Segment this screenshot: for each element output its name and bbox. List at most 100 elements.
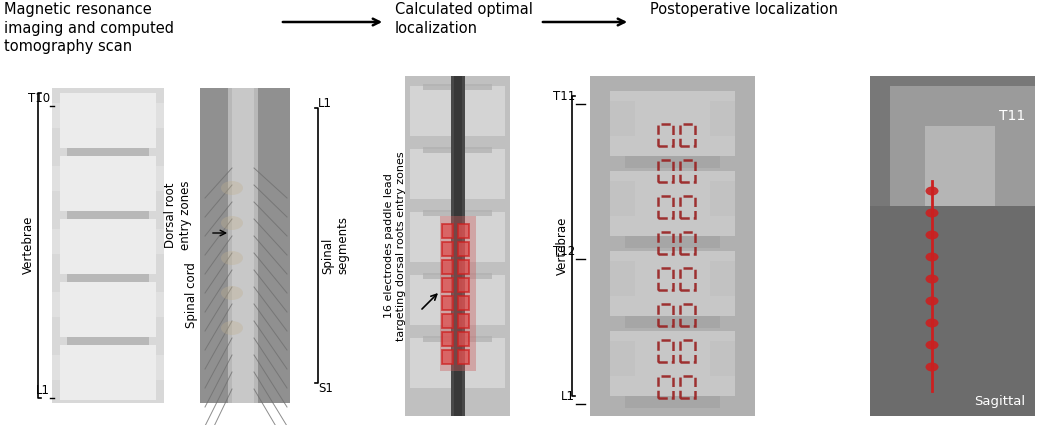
Bar — [410, 275, 505, 325]
Bar — [442, 242, 453, 256]
Bar — [156, 229, 164, 254]
Bar — [925, 126, 995, 206]
Bar — [625, 396, 720, 408]
Ellipse shape — [926, 297, 938, 306]
Ellipse shape — [221, 321, 243, 335]
Ellipse shape — [221, 251, 243, 265]
Text: T11: T11 — [998, 109, 1025, 123]
Bar — [610, 261, 635, 296]
Bar — [680, 340, 695, 362]
Bar — [60, 156, 156, 211]
Text: Calculated optimal
localization: Calculated optimal localization — [395, 2, 533, 36]
Bar — [710, 261, 735, 296]
Bar — [442, 314, 453, 328]
Bar — [60, 282, 156, 337]
Ellipse shape — [221, 216, 243, 230]
Bar — [658, 232, 673, 254]
Bar — [66, 337, 149, 347]
Text: S1: S1 — [318, 382, 332, 394]
Ellipse shape — [926, 318, 938, 328]
Bar — [156, 292, 164, 317]
Bar — [60, 219, 156, 274]
Bar — [458, 224, 469, 238]
Ellipse shape — [221, 286, 243, 300]
Bar — [410, 149, 505, 199]
Bar — [680, 376, 695, 398]
Bar — [610, 181, 635, 216]
Text: 16 electrodes paddle lead
targeting dorsal roots entry zones: 16 electrodes paddle lead targeting dors… — [384, 151, 406, 341]
Bar — [232, 88, 254, 403]
Bar — [66, 274, 149, 284]
Bar — [442, 350, 453, 364]
Bar — [680, 268, 695, 290]
Bar — [423, 336, 492, 342]
Bar — [52, 103, 60, 128]
Text: Vertebrae: Vertebrae — [556, 217, 569, 275]
Bar — [710, 101, 735, 136]
Bar — [156, 166, 164, 191]
Bar — [625, 316, 720, 328]
Ellipse shape — [926, 275, 938, 283]
Bar — [439, 216, 476, 371]
Bar — [442, 296, 453, 310]
Bar — [458, 332, 469, 346]
Text: L1: L1 — [561, 389, 575, 402]
Ellipse shape — [926, 187, 938, 196]
Bar — [60, 93, 156, 148]
Bar — [658, 268, 673, 290]
Bar — [458, 278, 469, 292]
Bar — [610, 341, 635, 376]
Ellipse shape — [221, 181, 243, 195]
Ellipse shape — [926, 209, 938, 218]
Bar — [442, 332, 453, 346]
Ellipse shape — [926, 363, 938, 371]
Bar — [680, 160, 695, 182]
Bar — [423, 210, 492, 216]
Bar — [658, 124, 673, 146]
Bar — [52, 355, 60, 380]
Text: T12: T12 — [553, 244, 575, 258]
Bar — [610, 331, 735, 396]
Text: Vertebrae: Vertebrae — [22, 216, 35, 274]
Bar — [680, 196, 695, 218]
Text: L1: L1 — [36, 385, 50, 397]
Text: L1: L1 — [318, 96, 332, 110]
Text: Dorsal root
entry zones: Dorsal root entry zones — [164, 180, 192, 250]
Bar — [658, 376, 673, 398]
Bar — [658, 340, 673, 362]
Bar — [458, 296, 469, 310]
Bar — [199, 88, 290, 403]
Bar — [410, 212, 505, 262]
Bar — [52, 88, 164, 403]
Bar — [870, 206, 1035, 416]
Bar — [658, 196, 673, 218]
Bar — [52, 292, 60, 317]
Bar — [410, 338, 505, 388]
Bar — [590, 76, 755, 416]
Bar — [156, 103, 164, 128]
Bar — [610, 101, 635, 136]
Bar — [458, 242, 469, 256]
Text: Magnetic resonance
imaging and computed
tomography scan: Magnetic resonance imaging and computed … — [4, 2, 174, 54]
Text: Sagittal: Sagittal — [974, 394, 1025, 408]
Bar — [890, 86, 1035, 206]
Text: T10: T10 — [28, 91, 50, 105]
Ellipse shape — [926, 252, 938, 261]
Bar — [710, 181, 735, 216]
Bar — [610, 91, 735, 156]
Bar — [458, 350, 469, 364]
Bar — [454, 76, 462, 416]
Bar — [610, 171, 735, 236]
Bar — [423, 84, 492, 90]
Text: Spinal cord: Spinal cord — [186, 262, 198, 328]
Ellipse shape — [926, 340, 938, 349]
Bar — [658, 160, 673, 182]
Bar — [66, 148, 149, 158]
Bar — [458, 260, 469, 274]
Bar — [870, 76, 1035, 416]
Text: Spinal
segments: Spinal segments — [321, 216, 349, 274]
Bar — [610, 251, 735, 316]
Bar — [625, 236, 720, 248]
Text: Postoperative localization: Postoperative localization — [650, 2, 838, 17]
Bar — [442, 260, 453, 274]
